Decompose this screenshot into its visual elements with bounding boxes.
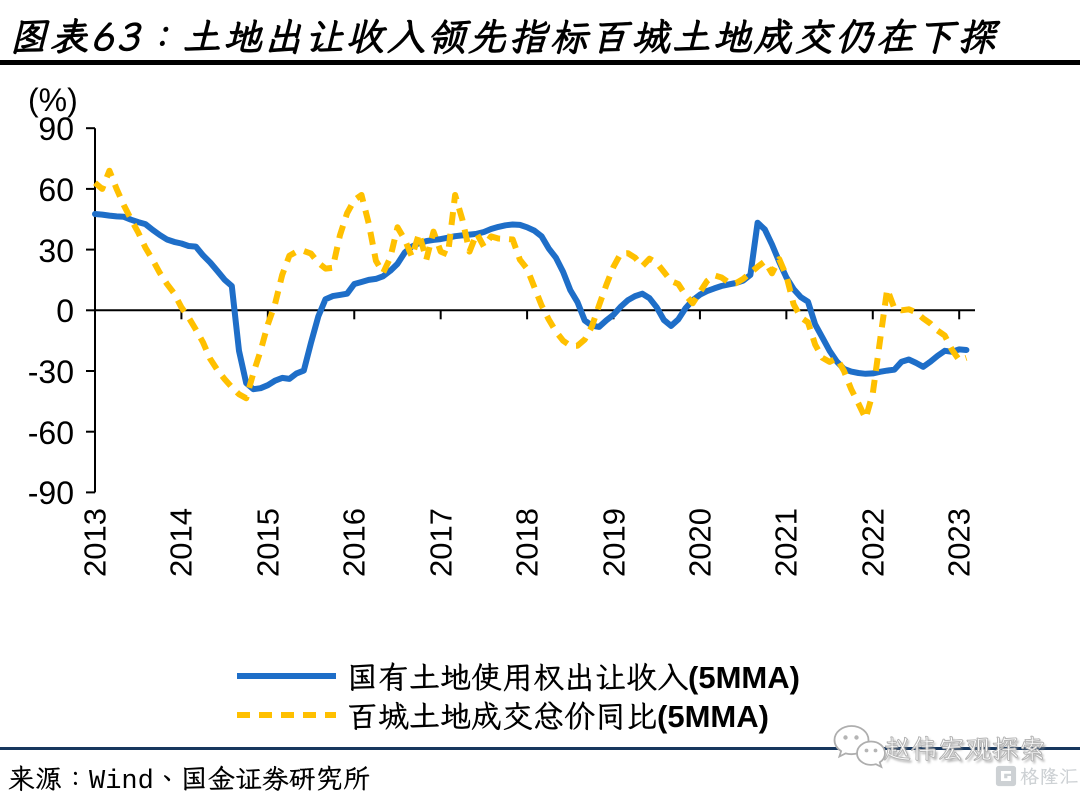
watermark-text: 赵伟宏观探索 [884, 731, 1047, 767]
legend-label-blue: 国有土地使用权出让收入(5MMA) [347, 659, 800, 695]
y-axis-tick-label: 90 [38, 111, 74, 148]
x-axis-tick-label: 2014 [163, 508, 199, 577]
gelonghui-logo-icon [995, 765, 1017, 787]
legend-swatch-yellow-dashed-line [237, 712, 336, 718]
x-axis-tick-label: 2023 [941, 508, 977, 577]
wechat-bubbles-icon [833, 725, 886, 769]
x-axis-tick-label: 2015 [250, 508, 286, 577]
x-axis-tick-label: 2018 [509, 508, 545, 577]
gelonghui-logo: 格隆汇 [995, 763, 1079, 789]
x-axis-tick-label: 2021 [768, 508, 804, 577]
y-axis-tick-label: 0 [56, 293, 74, 330]
series-line-blue-solid [92, 211, 970, 393]
bottom-divider-line [0, 747, 1080, 750]
gelonghui-logo-text: 格隆汇 [1020, 763, 1079, 789]
series-line-yellow-dashed [93, 167, 968, 422]
x-axis-tick-label: 2020 [682, 508, 718, 577]
x-axis-tick-label: 2017 [423, 508, 459, 577]
legend-swatch-blue-solid-line [237, 673, 336, 679]
legend-label-yellow: 百城土地成交总价同比(5MMA) [347, 698, 769, 734]
x-axis-tick-label: 2013 [77, 508, 113, 577]
y-axis-tick-label: 60 [38, 171, 74, 208]
title-rule [0, 60, 1080, 65]
x-axis-tick-label: 2016 [336, 508, 372, 577]
y-axis-tick-label: -60 [27, 414, 74, 451]
x-axis-tick-label: 2019 [596, 508, 632, 577]
legend-item-yellow: 百城土地成交总价同比(5MMA) [236, 695, 769, 735]
y-axis-tick-label: 30 [38, 232, 74, 269]
y-axis-unit-label: (%) [28, 82, 78, 118]
source-text: 来源：Wind、国金证券研究所 [8, 767, 370, 797]
y-axis-tick-label: -90 [27, 475, 74, 512]
y-axis-tick-label: -30 [27, 354, 74, 390]
x-axis-tick-label: 2022 [855, 508, 891, 577]
chart-title: 图表63：土地出让收入领先指标百城土地成交仍在下探 [9, 11, 999, 61]
legend-item-blue: 国有土地使用权出让收入(5MMA) [236, 656, 800, 696]
